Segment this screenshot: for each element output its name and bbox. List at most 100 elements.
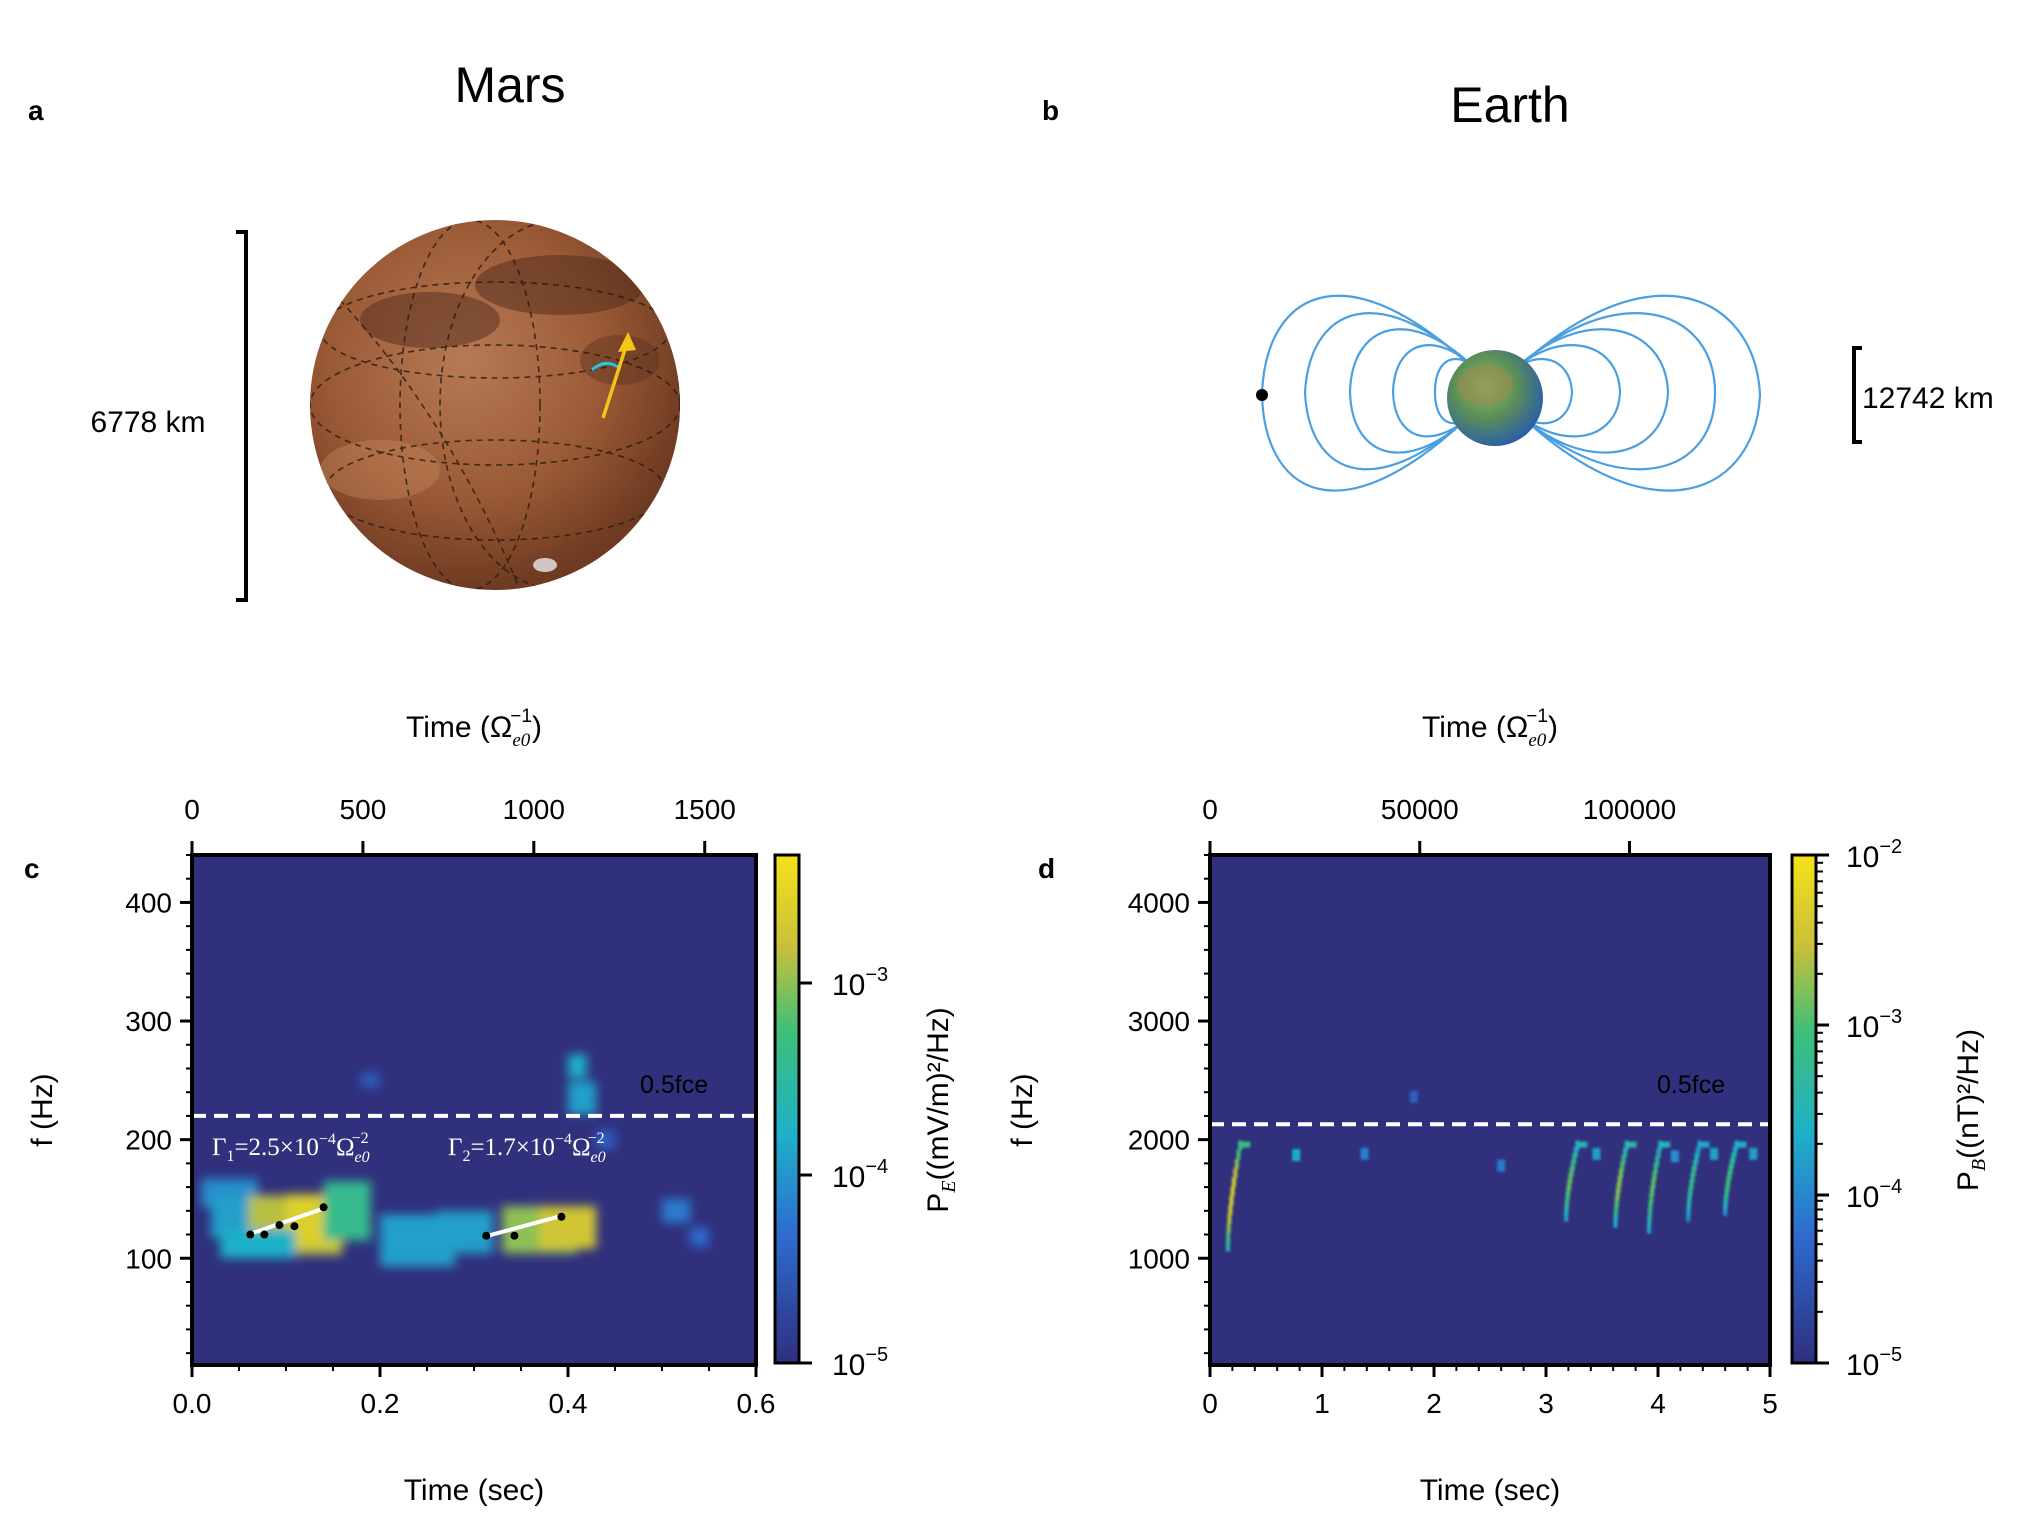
panel-c-x-ticks: 0.0 0.2 0.4 0.6 <box>173 1365 776 1419</box>
panel-d-letter: d <box>1038 853 1055 884</box>
colorbar-tick-label: 10−5 <box>832 1344 888 1382</box>
panel-d-top-ticks: 0 50000 100000 <box>1202 794 1676 855</box>
panel-d-y-ticks: 4000 3000 2000 1000 <box>1128 854 1210 1355</box>
fit-point <box>290 1222 299 1231</box>
x-tick-label: 0.0 <box>173 1388 212 1419</box>
panel-c-x-label: Time (sec) <box>404 1474 545 1507</box>
heatmap-cell <box>690 1227 709 1247</box>
panel-a-title: Mars <box>454 57 565 113</box>
top-tick-label: 0 <box>184 794 200 825</box>
panel-c-letter: c <box>24 853 40 884</box>
mars-scale-bar <box>236 230 248 602</box>
chorus-cell <box>1226 1232 1231 1243</box>
panel-c: c Time (Ωe0−1) 0 500 1000 1500 400 300 200 100… <box>24 706 960 1507</box>
growth-fit-line <box>247 1206 325 1237</box>
panel-a-letter: a <box>28 95 44 126</box>
chorus-cell <box>1728 1164 1733 1175</box>
patch-cell <box>1409 1090 1418 1103</box>
fit-point <box>482 1231 491 1240</box>
top-tick-label: 1500 <box>674 794 736 825</box>
chorus-cell <box>1686 1198 1691 1209</box>
earth-landmass <box>1457 365 1513 405</box>
chorus-cell <box>1690 1172 1695 1183</box>
chorus-cell <box>1624 1141 1637 1148</box>
fit-point <box>557 1212 566 1221</box>
chorus-cell <box>1566 1185 1571 1196</box>
panel-d-frame <box>1208 853 1772 1367</box>
y-tick-label: 100 <box>125 1243 172 1274</box>
panel-c-colorbar-ticks: 10−3 10−4 10−5 <box>799 964 888 1382</box>
fit-point <box>246 1230 255 1239</box>
chorus-cell <box>1655 1155 1660 1166</box>
chorus-cell <box>1225 1241 1230 1252</box>
x-tick-label: 0.4 <box>549 1388 588 1419</box>
chorus-cell <box>1234 1158 1239 1169</box>
panel-b: b Earth 12742 km <box>1042 77 1994 492</box>
top-tick-label: 0 <box>1202 794 1218 825</box>
chorus-cell <box>1573 1147 1578 1158</box>
chorus-cell <box>1226 1223 1231 1234</box>
x-tick-label: 1 <box>1314 1388 1330 1419</box>
top-tick-label: 50000 <box>1381 794 1459 825</box>
heatmap-cell <box>662 1198 691 1223</box>
chorus-cell <box>1647 1223 1652 1234</box>
panel-a: a Mars 6778 km <box>28 57 680 602</box>
growth-fit-line <box>482 1214 560 1239</box>
chorus-cell <box>1623 1147 1628 1158</box>
panel-d-plot-bg <box>1210 855 1770 1365</box>
chorus-cell <box>1725 1182 1730 1193</box>
chorus-cell <box>1229 1195 1234 1206</box>
chorus-cell <box>1564 1211 1569 1222</box>
chorus-cell <box>1233 1168 1238 1179</box>
x-tick-label: 0.2 <box>361 1388 400 1419</box>
chorus-cell <box>1724 1188 1729 1199</box>
panel-d-top-axis-label: Time (Ωe0−1) <box>1422 706 1558 751</box>
chorus-cell <box>1236 1149 1241 1160</box>
colorbar-tick-label: 10−5 <box>1846 1344 1902 1382</box>
chorus-cell <box>1231 1177 1236 1188</box>
panel-c-fce-label: 0.5fce <box>640 1071 708 1099</box>
chorus-cell <box>1650 1185 1655 1196</box>
heatmap-cell <box>539 1206 597 1249</box>
panel-d-colorbar-label: PB((nT)²/Hz) <box>1952 1029 1990 1191</box>
chorus-cell <box>1688 1185 1693 1196</box>
chorus-cell <box>1691 1166 1696 1177</box>
chorus-cell <box>1651 1178 1656 1189</box>
x-tick-label: 3 <box>1538 1388 1554 1419</box>
chorus-cell <box>1656 1148 1661 1159</box>
heatmap-cell <box>596 1130 615 1150</box>
heatmap-cell <box>568 1081 597 1115</box>
panel-d-colorbar <box>1790 853 1818 1365</box>
chorus-cell <box>1613 1217 1618 1228</box>
chorus-cell <box>1617 1175 1622 1186</box>
y-tick-label: 300 <box>125 1006 172 1037</box>
patch-cell <box>1670 1150 1679 1163</box>
x-tick-label: 2 <box>1426 1388 1442 1419</box>
chorus-cell <box>1238 1141 1251 1148</box>
chorus-cell <box>1230 1186 1235 1197</box>
patch-cell <box>1360 1147 1369 1160</box>
fit-point <box>319 1203 328 1212</box>
panel-b-letter: b <box>1042 95 1059 126</box>
colorbar-tick-label: 10−4 <box>1846 1176 1902 1214</box>
chorus-cell <box>1734 1141 1747 1148</box>
panel-d-heatmap <box>1225 1090 1758 1252</box>
panel-c-colorbar-label: PE((mV/m)²/Hz) <box>922 1007 960 1213</box>
x-tick-label: 0.6 <box>737 1388 776 1419</box>
mars-scale-label: 6778 km <box>90 406 205 439</box>
chorus-cell <box>1727 1170 1732 1181</box>
chorus-cell <box>1695 1147 1700 1158</box>
panel-d-x-ticks: 0 1 2 3 4 5 <box>1202 1365 1778 1419</box>
top-tick-label: 1000 <box>503 794 565 825</box>
panel-d-fce-label: 0.5fce <box>1657 1071 1725 1099</box>
fit-point <box>275 1221 284 1230</box>
colorbar-tick-label: 10−3 <box>1846 1006 1902 1044</box>
chorus-cell <box>1689 1179 1694 1190</box>
panel-d-colorbar-ticks: 10−2 10−3 10−4 10−5 <box>1816 836 1902 1382</box>
colorbar-tick-label: 10−2 <box>1846 836 1902 874</box>
chorus-cell <box>1621 1154 1626 1165</box>
x-tick-label: 5 <box>1762 1388 1778 1419</box>
patch-cell <box>1710 1147 1718 1160</box>
patch-cell <box>1497 1159 1506 1172</box>
chorus-cell <box>1653 1163 1658 1174</box>
